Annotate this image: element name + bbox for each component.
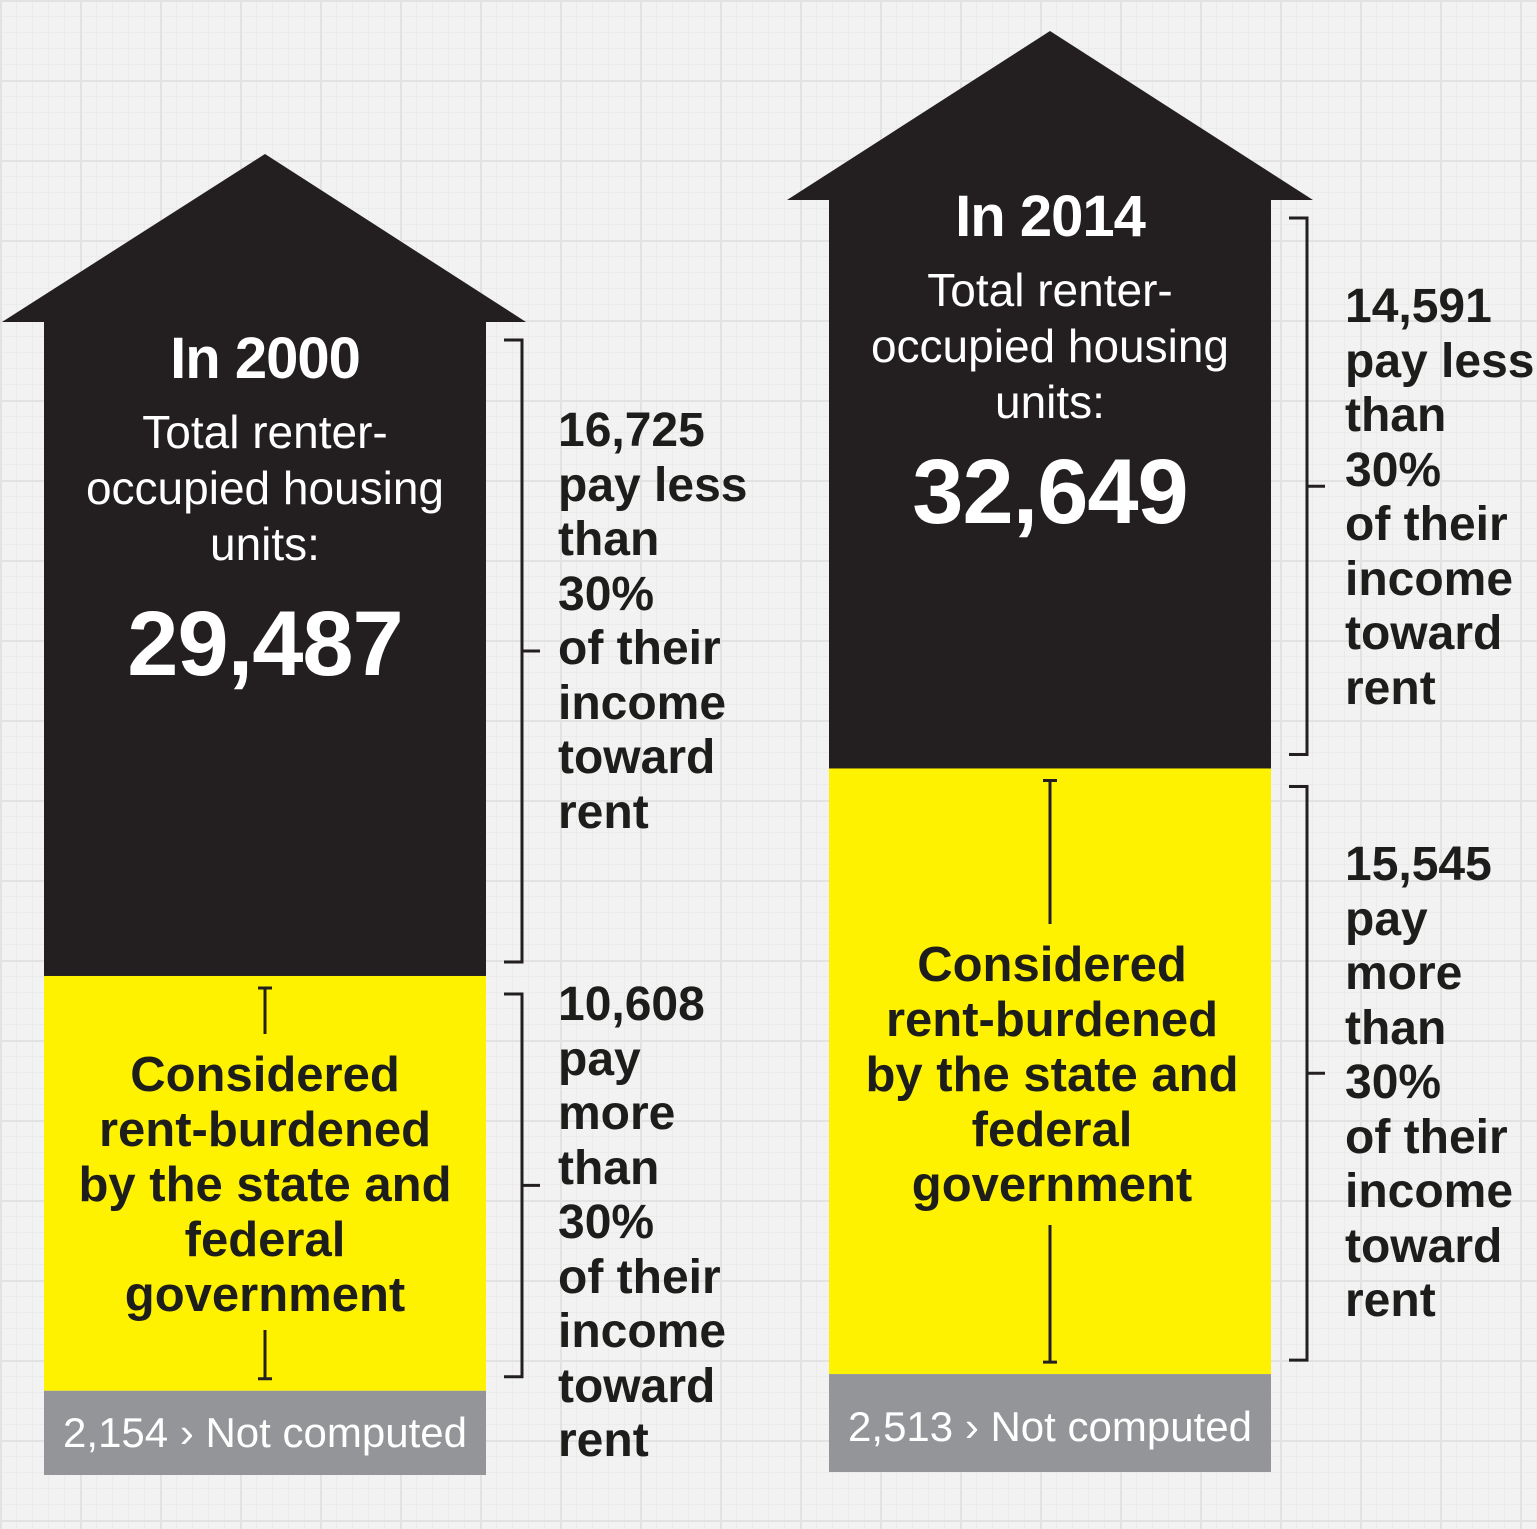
arrow-head-bar [2, 154, 526, 976]
total-value-2014: 32,649 [912, 441, 1188, 543]
not-computed-bar [829, 1374, 1271, 1472]
side-label-2014-more: 15,545 pay more than 30% of their income… [1345, 838, 1514, 1327]
side-label-2000-more: 10,608 pay more than 30% of their income… [558, 978, 727, 1467]
bracket-more [1289, 784, 1325, 1362]
burden-marker-top [1043, 778, 1057, 924]
arrow-2014 [787, 31, 1325, 1472]
arrow-head-bar [787, 31, 1313, 769]
bracket-more [504, 992, 540, 1379]
year-title-2000: In 2000 [170, 326, 361, 391]
burden-label-2014: Considered rent-burdened by the state an… [865, 938, 1239, 1212]
burden-label-2000: Considered rent-burdened by the state an… [78, 1048, 452, 1322]
total-value-2000: 29,487 [127, 593, 403, 695]
side-label-2000-less: 16,725 pay less than 30% of their income… [558, 404, 748, 839]
burden-marker-top [258, 986, 272, 1034]
not-computed-bar [44, 1390, 486, 1475]
not-computed-label-2014: 2,513 › Not computed [848, 1403, 1252, 1450]
arrow-2014-header: In 2014 Total renter-occupied housing un… [829, 184, 1271, 543]
arrow-2000 [2, 154, 540, 1475]
bracket-less [1289, 216, 1325, 756]
rent-burdened-bar [44, 975, 486, 1391]
bracket-less [504, 338, 540, 964]
burden-marker-bottom [1043, 1225, 1057, 1364]
total-label-2014: Total renter-occupied housing units: [870, 264, 1230, 428]
year-title-2014: In 2014 [955, 184, 1146, 249]
total-label-2000: Total renter-occupied housing units: [85, 406, 445, 570]
not-computed-label-2000: 2,154 › Not computed [63, 1409, 467, 1456]
burden-marker-bottom [258, 1330, 272, 1381]
arrow-2000-header: In 2000 Total renter-occupied housing un… [44, 326, 486, 695]
side-label-2014-less: 14,591 pay less than 30% of their income… [1345, 280, 1535, 715]
